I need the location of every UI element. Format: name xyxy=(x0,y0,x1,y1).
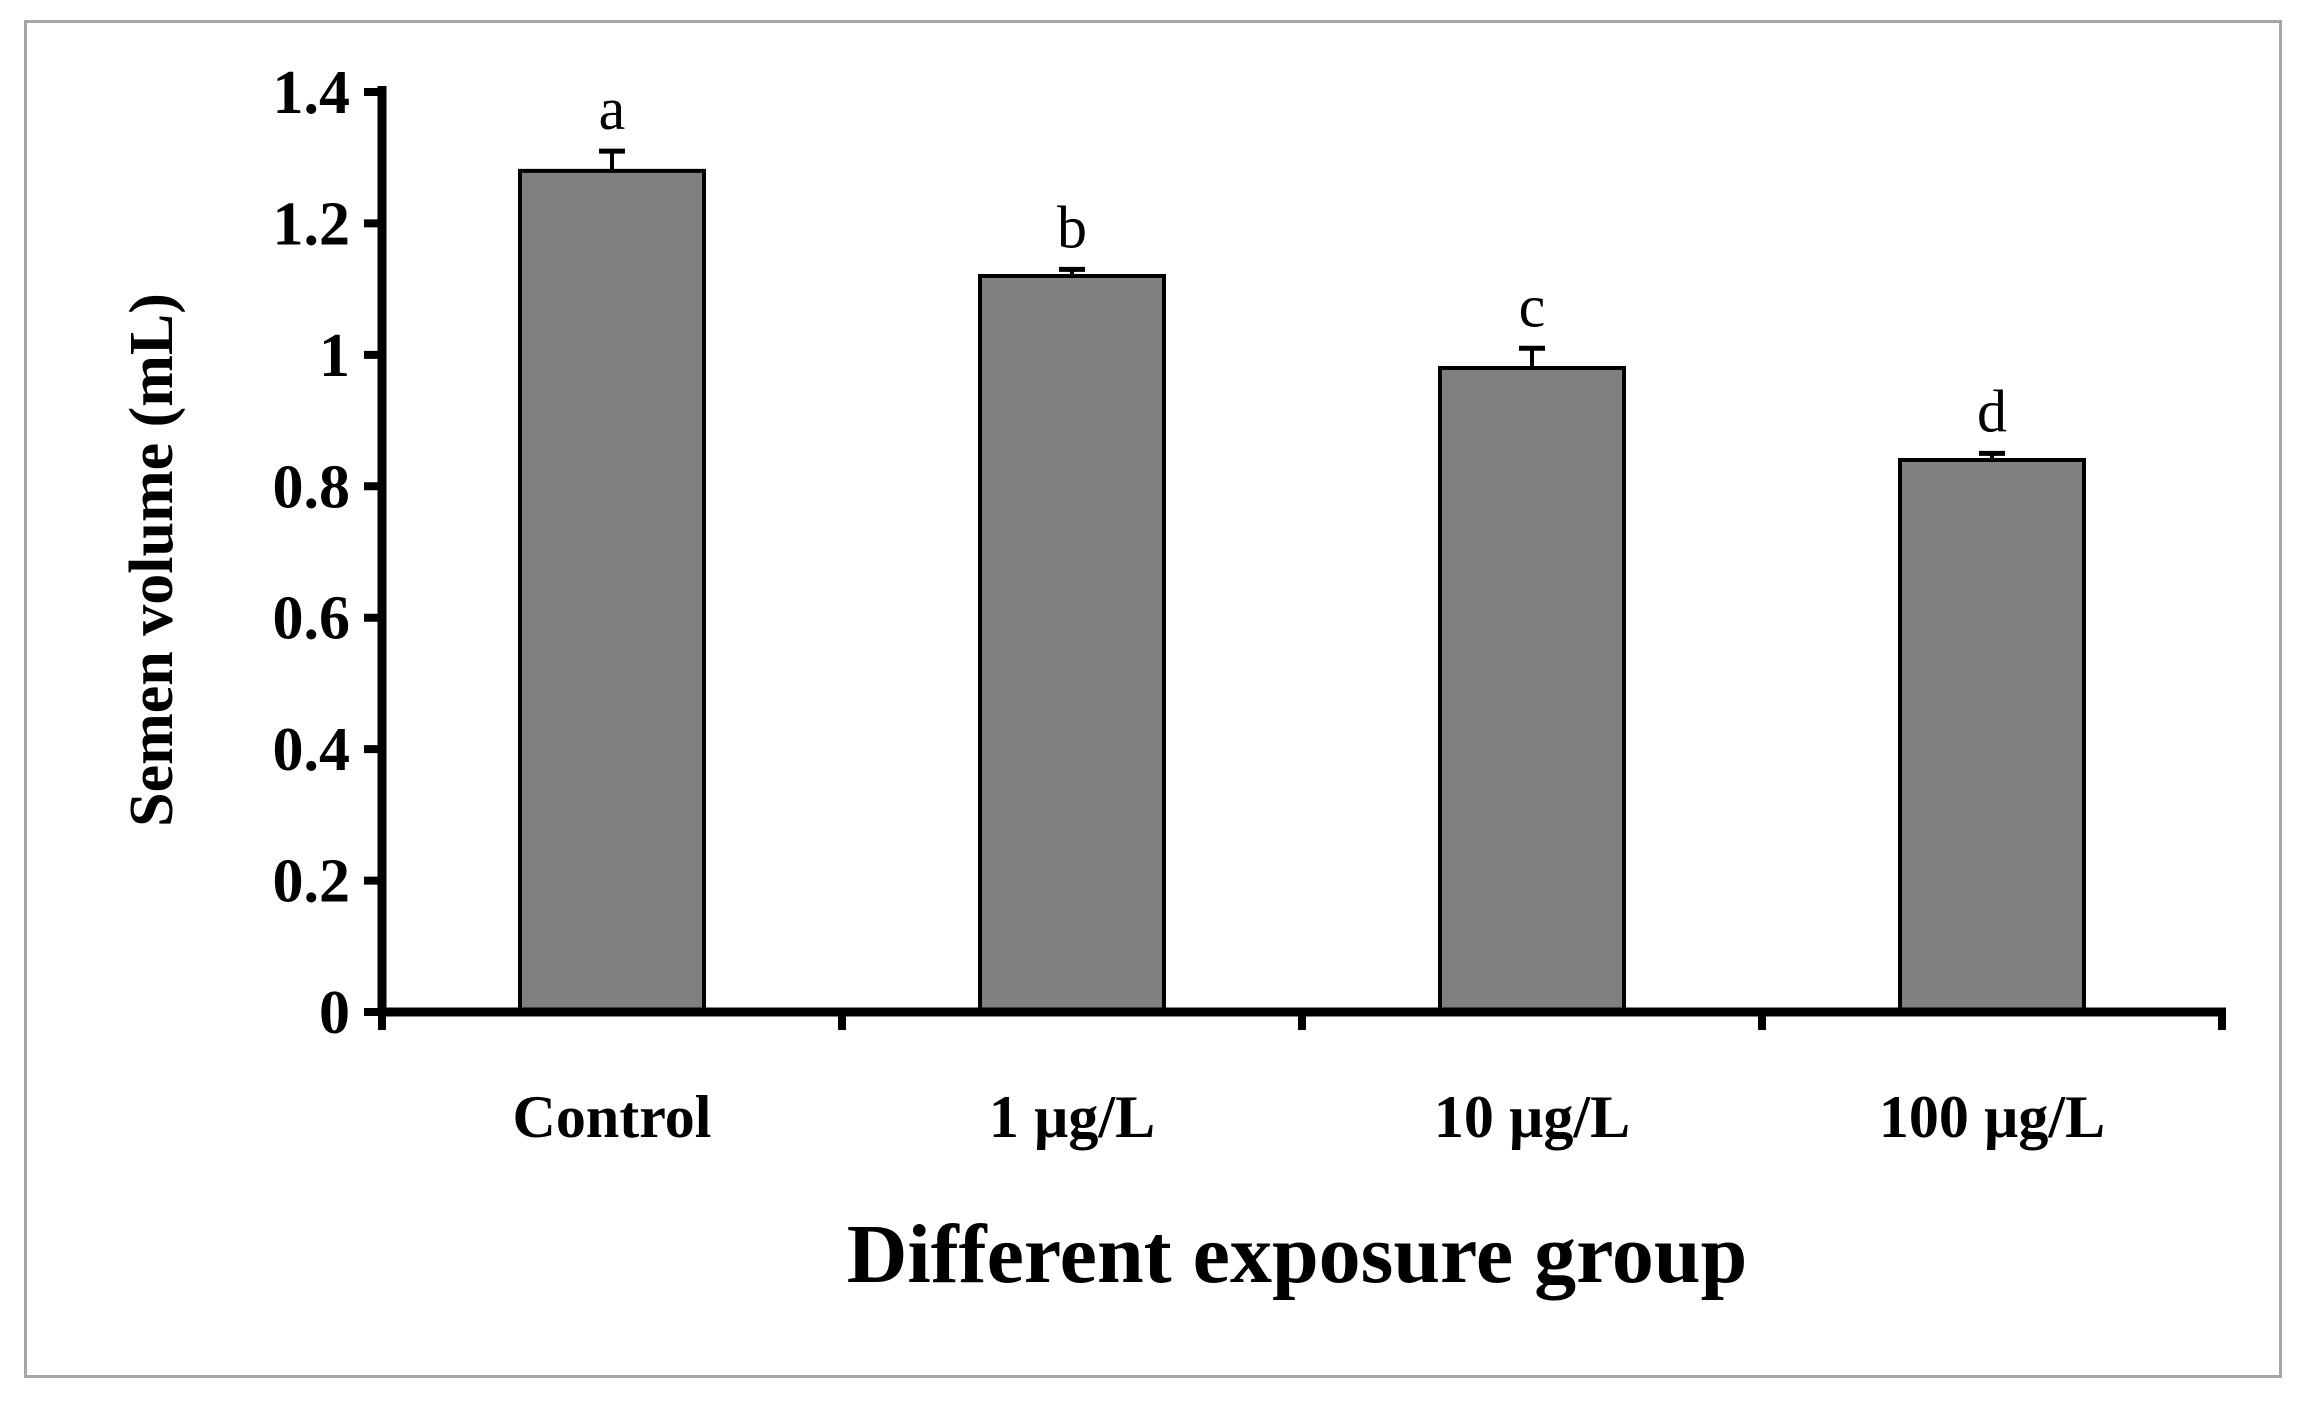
significance-labels: a b c d xyxy=(599,76,2007,444)
y-axis-title: Semen volume (mL) xyxy=(118,293,186,827)
y-tick-label: 0.8 xyxy=(273,453,351,521)
significance-letter: d xyxy=(1977,378,2007,444)
x-axis-ticks xyxy=(378,1012,2226,1030)
bar xyxy=(518,168,706,1015)
x-category-label: 10 µg/L xyxy=(1434,1084,1630,1150)
error-bars xyxy=(599,148,2005,460)
x-category-label: 100 µg/L xyxy=(1879,1084,2105,1150)
error-bar xyxy=(1979,450,2005,460)
significance-letter: a xyxy=(599,76,626,142)
category-labels: Control 1 µg/L 10 µg/L 100 µg/L xyxy=(513,1084,2106,1150)
y-tick-label: 0 xyxy=(319,979,350,1047)
y-tick-label: 1.2 xyxy=(273,190,351,258)
error-bar xyxy=(599,148,625,171)
significance-letter: c xyxy=(1519,273,1546,339)
bar xyxy=(1438,366,1626,1014)
significance-letter: b xyxy=(1057,194,1087,260)
bar xyxy=(1898,458,2086,1014)
y-axis-ticks: 0 0.2 0.4 0.6 0.8 1 1.2 1.4 xyxy=(273,59,382,1047)
bar xyxy=(978,274,1166,1014)
x-category-label: 1 µg/L xyxy=(989,1084,1155,1150)
y-tick-label: 1 xyxy=(319,322,350,390)
y-tick-label: 0.4 xyxy=(273,716,351,784)
y-tick-label: 1.4 xyxy=(273,59,351,127)
bars xyxy=(518,168,2086,1015)
x-axis-title: Different exposure group xyxy=(847,1208,1748,1301)
x-category-label: Control xyxy=(513,1084,712,1150)
error-bar xyxy=(1519,345,1545,368)
error-bar xyxy=(1059,266,1085,276)
y-tick-label: 0.6 xyxy=(273,585,351,653)
y-tick-label: 0.2 xyxy=(273,848,351,916)
